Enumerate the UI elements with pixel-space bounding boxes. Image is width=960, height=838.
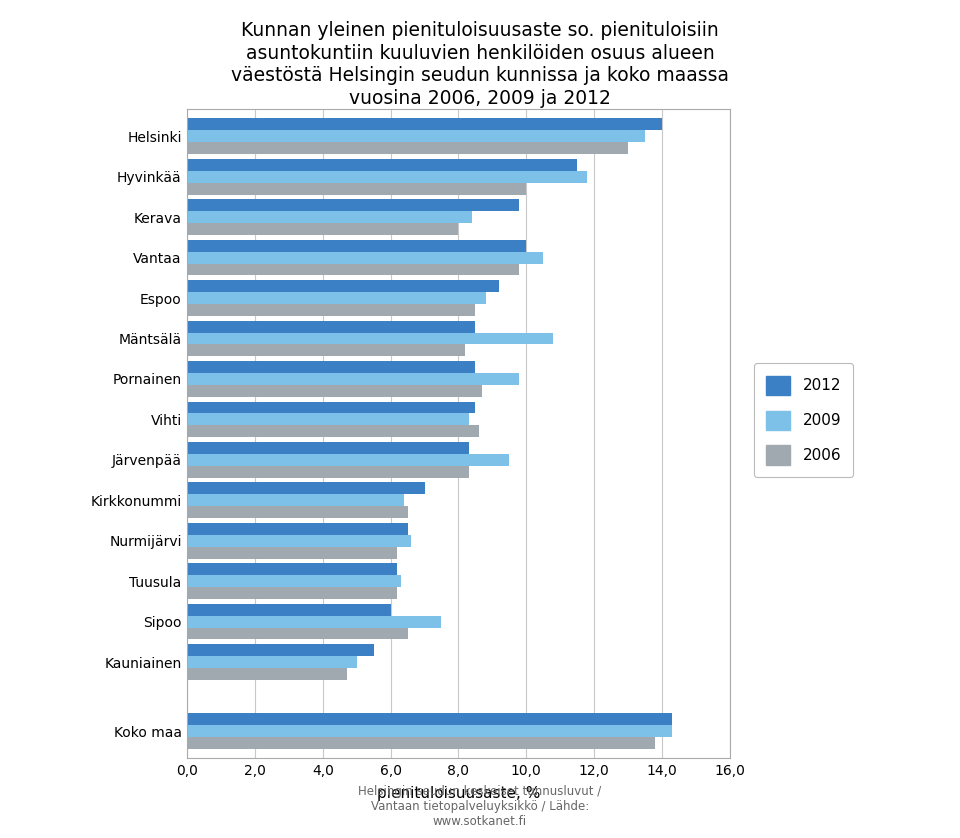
Bar [187,535,411,546]
X-axis label: pienituloisuusaste, %: pienituloisuusaste, % [376,786,540,801]
Bar [187,737,655,749]
Legend: 2012, 2009, 2006: 2012, 2009, 2006 [754,364,853,478]
Bar [187,466,468,478]
Bar [187,546,397,559]
Bar [187,483,424,494]
Bar [187,413,468,426]
Bar [187,159,577,171]
Bar [187,344,466,356]
Bar [187,725,672,737]
Bar [187,616,442,628]
Bar [187,373,519,385]
Bar [187,321,475,333]
Bar [187,183,526,194]
Text: vuosina 2006, 2009 ja 2012: vuosina 2006, 2009 ja 2012 [349,89,611,108]
Bar [187,199,519,211]
Bar [187,385,482,396]
Bar [187,211,472,223]
Bar [187,142,628,154]
Bar [187,333,553,344]
Bar [187,401,475,413]
Text: Helsingin seudun keskeiset tunnusluvut /
Vantaan tietopalveluyksikkö / Lähde:
ww: Helsingin seudun keskeiset tunnusluvut /… [358,785,602,828]
Bar [187,628,408,639]
Bar [187,292,486,304]
Bar [187,575,400,587]
Bar [187,223,459,235]
Bar [187,280,499,292]
Text: väestöstä Helsingin seudun kunnissa ja koko maassa: väestöstä Helsingin seudun kunnissa ja k… [231,66,729,85]
Bar [187,251,543,264]
Bar [187,264,519,276]
Bar [187,494,404,506]
Bar [187,118,661,131]
Bar [187,131,645,142]
Bar [187,304,475,316]
Bar [187,240,526,251]
Bar [187,603,391,616]
Bar [187,563,397,575]
Bar [187,523,408,535]
Bar [187,587,397,599]
Text: Kunnan yleinen pienituloisuusaste so. pienituloisiin: Kunnan yleinen pienituloisuusaste so. pi… [241,21,719,40]
Text: asuntokuntiin kuuluvien henkilöiden osuus alueen: asuntokuntiin kuuluvien henkilöiden osuu… [246,44,714,63]
Bar [187,426,479,437]
Bar [187,506,408,518]
Bar [187,713,672,725]
Bar [187,361,475,373]
Bar [187,656,357,668]
Bar [187,442,468,454]
Bar [187,668,347,680]
Bar [187,171,588,183]
Bar [187,454,509,466]
Bar [187,644,373,656]
